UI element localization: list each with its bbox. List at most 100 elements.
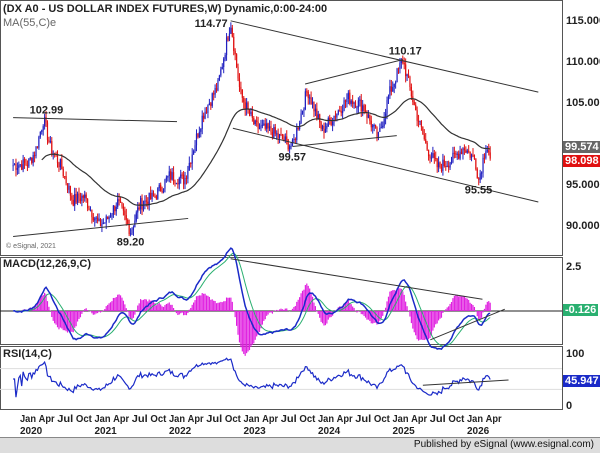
candle-body <box>48 139 50 142</box>
candle-body <box>343 100 345 111</box>
candle-body <box>132 227 135 230</box>
candle-body <box>253 117 255 124</box>
x-month-label: Oct <box>374 414 391 425</box>
candle-body <box>430 157 433 159</box>
candle-body <box>480 172 483 174</box>
candle-body <box>174 181 176 184</box>
candle-body <box>296 127 298 141</box>
candle-body <box>300 113 302 124</box>
macd-line <box>13 247 491 350</box>
candle-body <box>362 105 364 112</box>
candle-body <box>425 139 427 143</box>
candle-body <box>304 91 306 110</box>
macd-trendline <box>430 308 505 341</box>
candle-body <box>198 131 200 138</box>
candle-body <box>180 174 182 178</box>
candle-body <box>44 116 46 127</box>
candle-body <box>211 93 213 106</box>
candle-body <box>137 207 139 213</box>
candle-body <box>28 158 30 167</box>
candle-body <box>367 114 370 118</box>
macd-label: MACD(12,26,9,C) <box>3 258 92 270</box>
candle-body <box>320 122 322 129</box>
macd-tick-label: 2.5 <box>566 261 581 273</box>
x-month-label: Jan <box>318 414 334 425</box>
candle-body <box>286 136 288 140</box>
candle-body <box>463 148 465 151</box>
candle-body <box>78 193 80 199</box>
trendline <box>13 117 178 123</box>
candle-body <box>342 110 344 114</box>
candle-body <box>41 130 43 132</box>
candle-body <box>316 108 318 119</box>
rsi-trendline <box>422 379 509 386</box>
candle-body <box>336 113 338 118</box>
candle-body <box>114 205 116 212</box>
candle-body <box>450 162 453 164</box>
candle-body <box>258 127 261 129</box>
candle-body <box>128 224 130 235</box>
candle-body <box>402 60 404 63</box>
chart-canvas[interactable]: 115.000 110.000 105.000 95.000 90.000 114.77 1… <box>0 0 600 437</box>
candle-body <box>321 126 324 129</box>
candle-body <box>115 206 117 212</box>
candle-body <box>230 27 232 34</box>
candle-body <box>385 113 387 119</box>
ma-label: MA(55,C)e <box>3 17 57 29</box>
price-annotation: 114.77 <box>195 18 228 30</box>
candle-body <box>324 128 327 133</box>
x-month-label: Oct <box>150 414 167 425</box>
x-month-label: Apr <box>188 414 204 425</box>
candle-body <box>309 97 311 99</box>
trendline <box>13 217 189 237</box>
candle-body <box>214 87 216 95</box>
price-tick-label: 105.000 <box>566 97 600 109</box>
candle-body <box>446 165 448 167</box>
candle-body <box>154 195 156 197</box>
candle-body <box>440 167 443 171</box>
candle-body <box>357 100 359 108</box>
candle-body <box>337 110 339 114</box>
candle-body <box>158 184 160 189</box>
trendline <box>305 59 403 85</box>
candle-body <box>97 217 99 221</box>
candle-body <box>311 101 314 105</box>
candle-body <box>284 136 286 142</box>
candle-body <box>330 120 332 125</box>
candle-body <box>51 141 53 154</box>
candle-body <box>195 133 198 146</box>
macd-trendline <box>230 258 483 300</box>
candle-body <box>466 150 468 153</box>
candle-body <box>227 37 229 41</box>
candle-body <box>68 185 70 190</box>
candle-body <box>468 150 470 152</box>
candle-body <box>339 110 341 112</box>
x-year-label: 2022 <box>169 426 192 437</box>
candle-body <box>127 219 129 225</box>
candle-body <box>442 159 444 171</box>
candle-body <box>164 179 166 189</box>
candle-body <box>470 154 473 158</box>
x-year-label: 2020 <box>20 426 43 437</box>
candle-body <box>426 142 428 150</box>
candle-body <box>390 86 392 92</box>
candle-body <box>85 194 87 199</box>
candle-body <box>453 152 455 154</box>
candle-body <box>323 126 325 133</box>
candle-body <box>233 36 235 52</box>
candle-body <box>155 196 157 199</box>
candle-body <box>250 111 252 114</box>
candle-body <box>181 174 183 176</box>
candle-body <box>197 133 199 138</box>
candle-body <box>397 68 400 70</box>
x-month-label: Oct <box>299 414 316 425</box>
x-month-label: Apr <box>337 414 353 425</box>
candle-body <box>479 173 481 180</box>
candle-body <box>273 127 275 138</box>
ma-last-tag: 99.574 <box>563 141 600 153</box>
candle-body <box>58 163 60 168</box>
candle-body <box>228 33 231 41</box>
x-year-label: 2024 <box>318 426 341 437</box>
candle-body <box>182 174 185 185</box>
candle-body <box>417 120 420 123</box>
